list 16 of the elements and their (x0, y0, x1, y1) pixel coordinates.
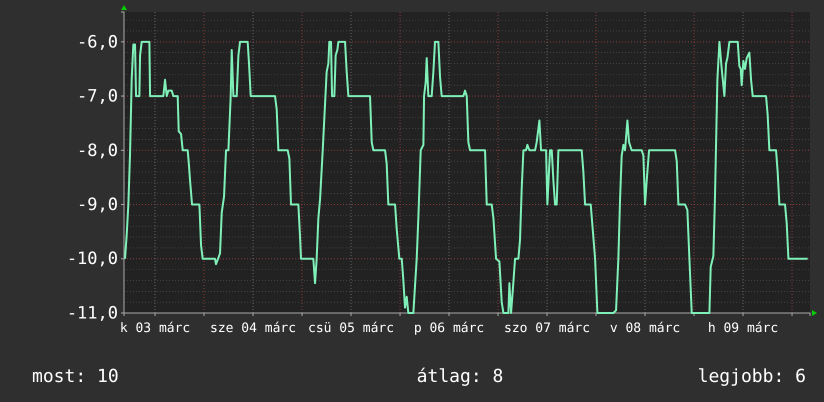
x-tick-label: sze 04 márc (210, 321, 296, 336)
text: most: 10 (32, 366, 119, 387)
y-tick-label: -10,0 (66, 249, 118, 270)
text: legjobb: 6 (698, 366, 806, 387)
x-tick-label: p 06 márc (414, 321, 484, 336)
y-tick-label: -9,0 (77, 194, 118, 215)
x-tick-label: h 09 márc (708, 321, 778, 336)
y-tick-label: -7,0 (77, 86, 118, 107)
x-tick-label: k 03 márc (120, 321, 190, 336)
x-tick-label: csü 05 márc (308, 321, 394, 336)
y-tick-label: -11,0 (66, 303, 118, 324)
x-tick-label: v 08 márc (610, 321, 680, 336)
y-tick-label: -8,0 (77, 140, 118, 161)
y-tick-label: -6,0 (77, 32, 118, 52)
text: átlag: 8 (416, 366, 504, 387)
x-tick-label: szo 07 márc (504, 321, 590, 336)
